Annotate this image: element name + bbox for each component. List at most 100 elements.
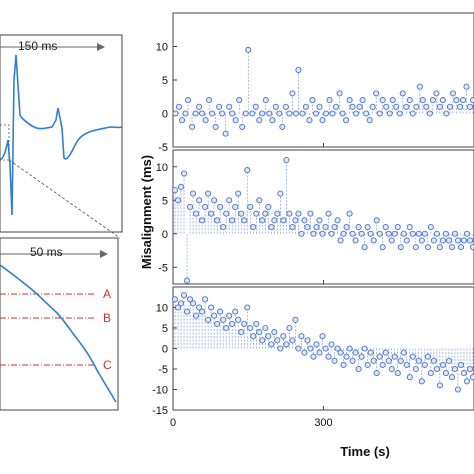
data-point (325, 353, 332, 360)
data-point (247, 203, 254, 210)
data-point (436, 244, 443, 251)
data-point (193, 312, 200, 319)
data-point (250, 333, 257, 340)
data-point (277, 190, 284, 197)
data-point (307, 210, 314, 217)
data-point (253, 210, 260, 217)
data-point (419, 97, 426, 104)
data-point (232, 203, 239, 210)
y-tick-label: 5 (162, 323, 168, 335)
data-point (306, 117, 313, 124)
data-point (295, 210, 302, 217)
data-point (286, 324, 293, 332)
data-point (276, 110, 283, 117)
data-point (312, 110, 320, 117)
data-point (370, 237, 377, 244)
data-point (325, 210, 332, 217)
y-tick-label: -5 (158, 364, 168, 376)
x-axis-label: Time (s) (340, 444, 390, 459)
y-tick-label: 5 (162, 195, 168, 207)
data-point (427, 223, 434, 231)
data-point (322, 223, 329, 231)
data-point (340, 230, 347, 237)
data-point (363, 110, 370, 117)
data-point (295, 66, 302, 73)
data-point (451, 365, 458, 373)
data-point (393, 103, 400, 110)
data-point (361, 345, 368, 352)
data-point (259, 337, 266, 344)
data-point (217, 308, 224, 315)
data-point (397, 357, 404, 364)
data-point (244, 304, 251, 311)
data-point (238, 210, 245, 217)
data-point (193, 210, 200, 217)
data-point (268, 223, 275, 231)
data-point (222, 130, 229, 137)
data-point (439, 237, 446, 244)
data-point (445, 237, 452, 244)
data-point (449, 90, 456, 97)
data-point (245, 46, 252, 53)
data-point (322, 110, 330, 117)
data-point (171, 296, 179, 303)
data-point (265, 203, 272, 210)
data-point (396, 110, 403, 117)
zoom-region-box (0, 124, 10, 161)
data-point (331, 223, 338, 231)
data-point (460, 370, 468, 377)
data-point (208, 304, 215, 311)
data-point (242, 110, 249, 117)
data-point (386, 110, 393, 117)
data-point (316, 103, 323, 110)
data-point (426, 110, 433, 117)
data-point (236, 97, 243, 104)
y-tick-label: -5 (158, 142, 168, 154)
data-point (313, 223, 320, 231)
data-point (418, 237, 425, 244)
data-point (418, 378, 425, 385)
data-point (171, 187, 179, 194)
top-duration-label: 150 ms (18, 39, 57, 53)
data-point (286, 210, 293, 217)
ecg-zoomed-waveform (0, 264, 117, 403)
data-point (415, 230, 422, 237)
data-point (174, 304, 182, 311)
data-point (331, 357, 338, 364)
data-point (274, 210, 281, 217)
data-point (289, 90, 296, 97)
data-point (383, 103, 390, 110)
panel-frame (172, 149, 474, 285)
data-point (266, 110, 273, 117)
data-point (232, 117, 239, 124)
data-point (376, 353, 383, 360)
left-bottom-frame (0, 237, 119, 411)
data-point (283, 156, 290, 164)
data-point (466, 237, 474, 244)
data-point (274, 337, 281, 344)
data-point (403, 103, 410, 110)
data-point (226, 312, 233, 319)
scatter-panel-3: -15 -10 -5 0 5 10 0 300 (152, 286, 474, 429)
data-point (466, 103, 474, 110)
data-point (241, 320, 248, 327)
data-point (316, 217, 323, 224)
left-top-panel: 150 ms (0, 34, 123, 239)
data-point (177, 183, 185, 190)
data-point (262, 210, 269, 217)
data-point (349, 357, 356, 364)
bottom-duration-label: 50 ms (30, 245, 63, 259)
data-point (463, 378, 471, 385)
data-point (400, 349, 407, 356)
data-point (177, 300, 185, 307)
data-point (406, 374, 413, 381)
data-point (326, 97, 333, 104)
data-point (253, 320, 260, 327)
data-point (208, 210, 215, 217)
data-point (364, 223, 371, 231)
data-point (178, 117, 186, 124)
data-point (256, 329, 263, 336)
data-point (298, 230, 305, 237)
y-tick-label: -10 (152, 385, 168, 397)
data-point (180, 292, 188, 299)
